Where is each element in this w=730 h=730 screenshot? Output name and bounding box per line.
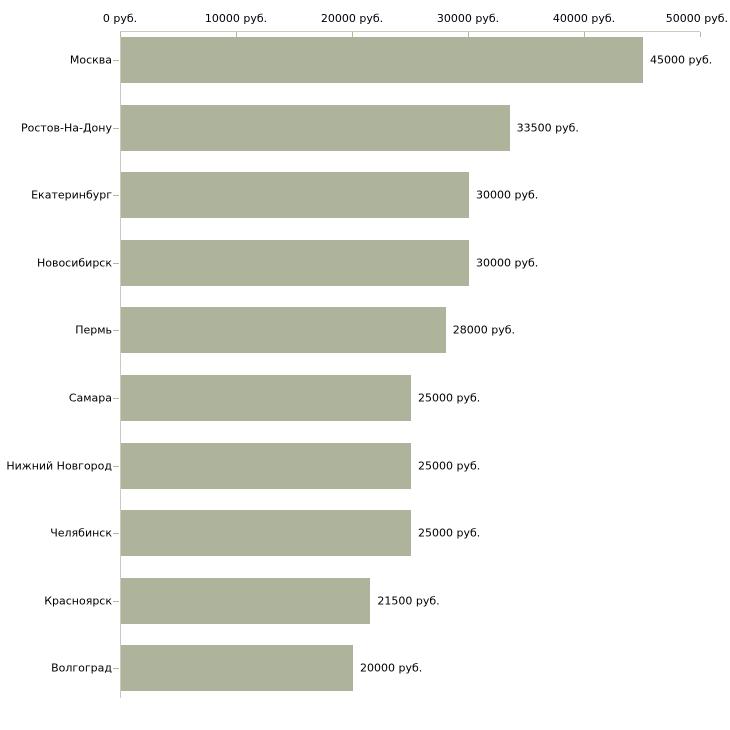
bar-value-label: 25000 руб. [418, 526, 481, 540]
category-tick-mark [113, 398, 119, 399]
category-label: Москва [69, 53, 112, 67]
bar-value-label: 25000 руб. [418, 391, 481, 405]
category-tick-mark [113, 330, 119, 332]
x-tick-label: 0 руб. [102, 12, 138, 25]
x-tick-mark [352, 32, 353, 37]
category-label: Челябинск [50, 526, 112, 540]
bar-0 [121, 37, 643, 83]
category-label: Ростов-На-Дону [20, 121, 112, 135]
category-tick-mark [113, 465, 119, 467]
category-tick-mark [113, 60, 119, 61]
bar-4 [121, 307, 446, 354]
category-label: Пермь [75, 323, 112, 337]
x-tick-mark [700, 32, 701, 37]
x-tick-mark [468, 32, 469, 37]
category-label: Нижний Новгород [6, 459, 112, 473]
bar-value-label: 21500 руб. [377, 594, 440, 608]
category-label: Красноярск [44, 594, 112, 608]
bar-5 [121, 375, 411, 421]
bar-value-label: 33500 руб. [516, 121, 579, 135]
category-tick-mark [113, 262, 119, 264]
bar-2 [121, 172, 469, 219]
bar-6 [121, 442, 411, 489]
category-label: Екатеринбург [31, 188, 112, 202]
category-tick-mark [113, 533, 119, 535]
category-tick-mark [113, 600, 119, 602]
category-tick-mark [113, 195, 119, 197]
bar-value-label: 45000 руб. [650, 53, 713, 67]
x-tick-mark [584, 32, 585, 37]
bar-value-label: 28000 руб. [452, 323, 516, 337]
bar-1 [121, 104, 510, 151]
y-axis-line [120, 31, 121, 698]
bar-7 [121, 510, 411, 557]
x-tick-label: 30000 руб. [436, 12, 500, 25]
x-tick-label: 50000 руб. [665, 12, 728, 25]
x-tick-mark [236, 32, 237, 37]
bar-value-label: 20000 руб. [360, 661, 423, 675]
category-tick-mark [113, 668, 119, 670]
x-tick-mark [120, 32, 121, 37]
x-axis-line [120, 31, 700, 32]
bar-value-label: 30000 руб. [476, 256, 539, 270]
bar-value-label: 25000 руб. [418, 459, 481, 473]
category-label: Новосибирск [36, 256, 112, 270]
category-label: Самара [68, 391, 112, 405]
bar-8 [121, 577, 371, 624]
bar-value-label: 30000 руб. [476, 188, 539, 202]
category-label: Волгоград [51, 661, 112, 675]
category-tick-mark [113, 127, 119, 129]
bar-9 [121, 645, 353, 692]
bar-3 [121, 239, 469, 286]
x-tick-label: 40000 руб. [552, 12, 616, 25]
x-tick-label: 20000 руб. [320, 12, 384, 25]
x-tick-label: 10000 руб. [204, 12, 268, 25]
